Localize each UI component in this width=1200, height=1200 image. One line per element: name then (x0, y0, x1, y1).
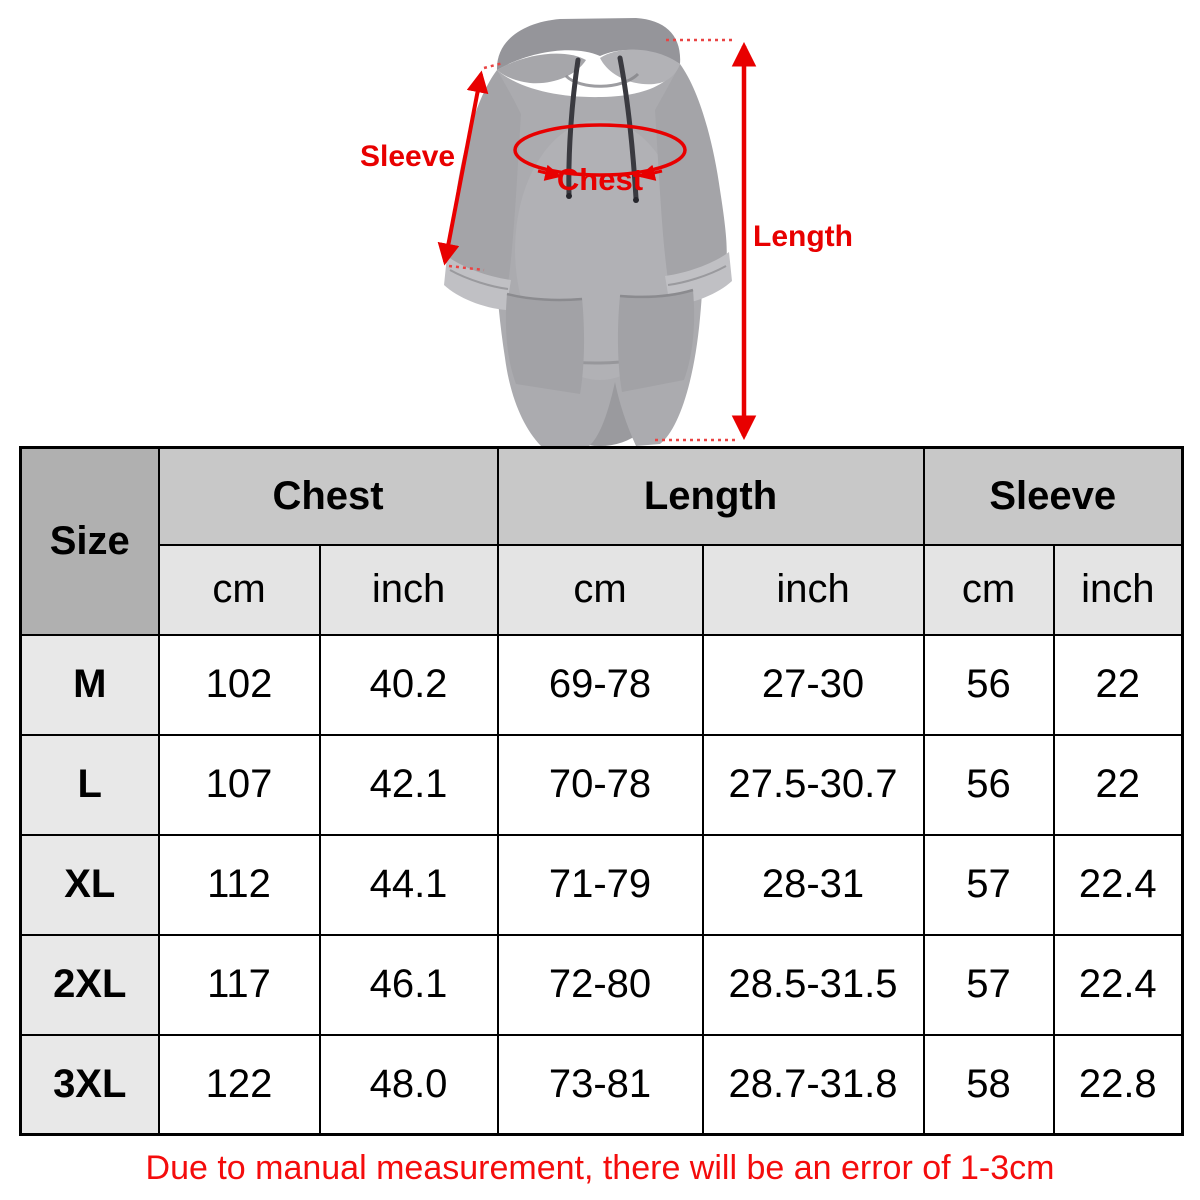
drawstring-left-tip (566, 193, 572, 199)
cell: 42.1 (318, 733, 499, 836)
cell: 28-31 (701, 833, 925, 936)
left-pocket (505, 294, 585, 394)
chest-cm-header: cm (157, 543, 321, 636)
table-row-m: M 102 40.2 69-78 27-30 56 22 (19, 633, 1184, 736)
cell: 71-79 (496, 833, 704, 936)
cell: 22.4 (1052, 933, 1184, 1036)
cell: 22 (1052, 633, 1184, 736)
sleeve-inch-header: inch (1052, 543, 1184, 636)
right-sleeve (655, 64, 727, 280)
hood-left-fold (497, 53, 586, 84)
size-label: L (19, 733, 160, 836)
drawstring-right-tip (633, 197, 639, 203)
cell: 72-80 (496, 933, 704, 1036)
chest-measure-ellipse (513, 123, 687, 177)
cell: 46.1 (318, 933, 499, 1036)
cell: 56 (922, 633, 1055, 736)
unit-header-row: cm inch cm inch cm inch (21, 543, 1184, 636)
cell: 73-81 (496, 1033, 704, 1136)
cell: 28.5-31.5 (701, 933, 925, 1036)
table-row-3xl: 3XL 122 48.0 73-81 28.7-31.8 58 22.8 (19, 1033, 1184, 1136)
chest-arrow-left (537, 164, 562, 181)
left-cuff (444, 256, 511, 310)
hoodie-illustration (444, 18, 732, 446)
sleeve-measure-arrow (437, 70, 489, 266)
cell: 112 (157, 833, 321, 936)
chest-label: Chest (557, 162, 643, 197)
size-column-header: Size (19, 446, 160, 636)
cell: 27-30 (701, 633, 925, 736)
size-label: 3XL (19, 1033, 160, 1136)
size-chart-table: Size Chest Length Sleeve cm inch cm inch… (19, 446, 1185, 1136)
cell: 27.5-30.7 (701, 733, 925, 836)
sleeve-label: Sleeve (360, 140, 455, 173)
sleeve-dotted-top (483, 61, 504, 70)
cell: 22.8 (1052, 1033, 1184, 1136)
size-label: M (19, 633, 160, 736)
length-group-header: Length (496, 446, 925, 546)
cell: 117 (157, 933, 321, 1036)
left-pocket-edge (506, 292, 583, 302)
right-pocket (617, 290, 695, 392)
cell: 69-78 (496, 633, 704, 736)
cell: 22 (1052, 733, 1184, 836)
cell: 57 (922, 833, 1055, 936)
cell: 57 (922, 933, 1055, 1036)
hoodie-measurement-diagram: Sleeve Chest Length (360, 18, 853, 446)
size-label: XL (19, 833, 160, 936)
cell: 70-78 (496, 733, 704, 836)
neckline-shadow (564, 72, 640, 88)
cell: 56 (922, 733, 1055, 836)
cell: 107 (157, 733, 321, 836)
cell: 58 (922, 1033, 1055, 1136)
size-label: 2XL (19, 933, 160, 1036)
cell: 28.7-31.8 (701, 1033, 925, 1136)
left-cuff-fold (449, 269, 509, 290)
cell: 44.1 (318, 833, 499, 936)
chest-group-header: Chest (157, 446, 499, 546)
measurement-annotations: Sleeve Chest Length (360, 38, 853, 442)
measurement-note: Due to manual measurement, there will be… (145, 1149, 1055, 1187)
cell: 122 (157, 1033, 321, 1136)
sleeve-cm-header: cm (922, 543, 1055, 636)
table-row-2xl: 2XL 117 46.1 72-80 28.5-31.5 57 22.4 (19, 933, 1184, 1036)
right-pocket-edge (619, 288, 694, 299)
length-label: Length (753, 220, 853, 253)
hood-back (496, 18, 681, 70)
cell: 48.0 (318, 1033, 499, 1136)
cell: 40.2 (318, 633, 499, 736)
cell: 22.4 (1052, 833, 1184, 936)
table-row-xl: XL 112 44.1 71-79 28-31 57 22.4 (19, 833, 1184, 936)
table-row-l: L 107 42.1 70-78 27.5-30.7 56 22 (19, 733, 1184, 836)
table-header-row: Size Chest Length Sleeve (19, 446, 1184, 636)
length-cm-header: cm (496, 543, 704, 636)
cell: 102 (157, 633, 321, 736)
length-inch-header: inch (701, 543, 925, 636)
chest-inch-header: inch (318, 543, 499, 636)
sleeve-dotted-bottom (448, 264, 485, 272)
sleeve-group-header: Sleeve (922, 446, 1184, 546)
chest-arrow-right (638, 164, 663, 181)
right-cuff-fold (667, 265, 727, 286)
